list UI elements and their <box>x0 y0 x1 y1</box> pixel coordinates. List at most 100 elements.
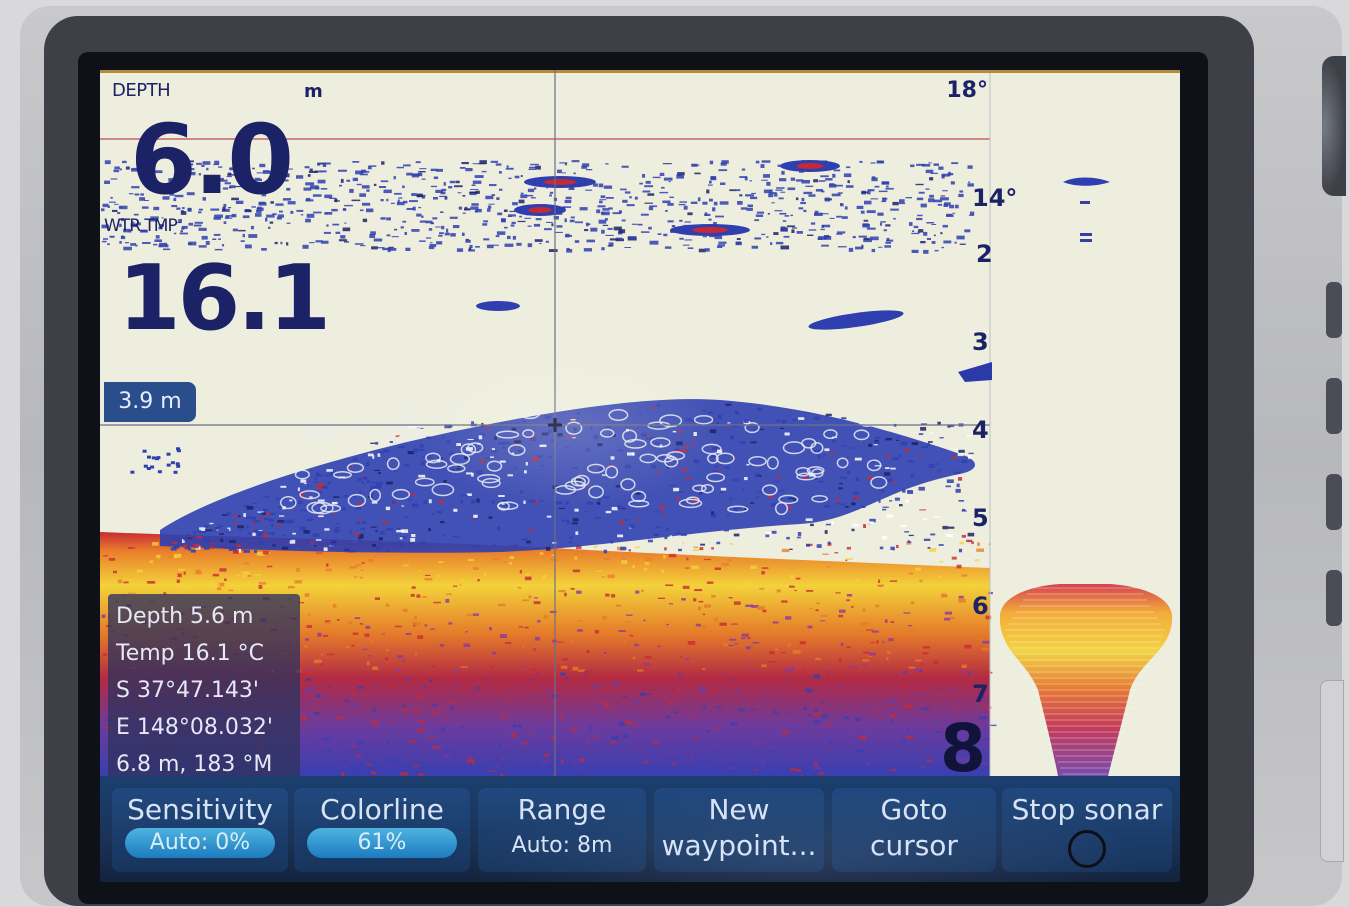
scale-mark-14: 14° <box>972 184 1018 212</box>
seabed-echo <box>100 532 990 776</box>
fish-arch-icon <box>507 444 526 457</box>
fish-arch-icon <box>588 485 604 499</box>
range-value: Auto: 8m <box>511 833 613 858</box>
fish-arch-icon <box>810 441 824 455</box>
hardware-button-1[interactable] <box>1326 282 1342 338</box>
fish-arch-icon <box>778 494 799 505</box>
sensitivity-value: Auto: 0% <box>125 828 275 858</box>
fish-arch-icon <box>795 466 811 477</box>
new-waypoint-label-2: waypoint... <box>661 829 817 862</box>
fish-arch-icon <box>460 443 477 456</box>
cursor-depth-tag[interactable]: 3.9 m <box>104 382 196 422</box>
fish-arch-icon <box>311 501 334 515</box>
fish-arch-icon <box>345 423 364 433</box>
goto-label: Goto <box>880 793 948 826</box>
fish-arch-icon <box>706 472 726 483</box>
depth-unit: m <box>304 81 323 102</box>
fish-arch-icon <box>565 421 583 435</box>
water-temp-label: WTR TMP <box>104 216 178 236</box>
scale-mark-3: 3 <box>972 328 989 356</box>
fish-arch-icon <box>707 453 719 464</box>
fish-arch-icon <box>650 437 671 448</box>
fish-arch-icon <box>700 483 715 494</box>
fish-arch-icon <box>656 454 675 463</box>
fish-arch-icon <box>806 466 825 475</box>
fish-arch-icon <box>692 484 707 493</box>
fish-arch-icon <box>570 476 586 487</box>
fish-arch-icon <box>857 414 877 427</box>
goto-cursor-softkey[interactable]: Goto cursor <box>832 788 996 872</box>
fish-arch-icon <box>866 459 882 472</box>
hardware-button-3[interactable] <box>1326 474 1342 530</box>
fish-arch-icon <box>431 483 455 497</box>
fish-arch-icon <box>608 409 629 421</box>
single-fish-echo <box>808 310 904 330</box>
fish-arch-icon <box>403 427 420 441</box>
fish-arch-icon <box>333 470 352 479</box>
fish-arch-icon <box>761 484 778 496</box>
fish-arch-icon <box>481 477 501 489</box>
colorline-value: 61% <box>307 828 457 858</box>
range-label: Range <box>517 793 607 826</box>
fish-arch-icon <box>347 493 367 508</box>
fish-arch-icon <box>384 428 403 439</box>
sensitivity-label: Sensitivity <box>127 793 273 826</box>
colorline-softkey[interactable]: Colorline 61% <box>294 788 470 872</box>
new-waypoint-softkey[interactable]: New waypoint... <box>654 788 824 872</box>
depth-value: 6.0 <box>130 104 294 216</box>
fish-arch-icon <box>622 429 638 443</box>
hardware-button-2[interactable] <box>1326 378 1342 434</box>
fish-arch-icon <box>605 465 619 479</box>
fish-arch-icon <box>727 505 749 513</box>
fish-school-echo <box>160 399 975 553</box>
fish-arch-icon <box>444 407 459 417</box>
fish-arch-icon <box>678 498 703 509</box>
fish-arch-icon <box>766 456 779 470</box>
fish-arch-icon <box>346 462 365 473</box>
range-max-value: 8 <box>940 710 986 787</box>
sensitivity-softkey[interactable]: Sensitivity Auto: 0% <box>112 788 288 872</box>
info-range-bearing: 6.8 m, 183 °M <box>116 752 273 777</box>
scale-mark-4: 4 <box>972 416 989 444</box>
sonar-cone <box>999 584 1173 776</box>
fish-arch-icon <box>744 422 760 434</box>
fish-arch-icon <box>306 426 331 437</box>
stop-sonar-softkey[interactable]: Stop sonar <box>1002 788 1172 872</box>
scale-mark-7: 7 <box>972 680 989 708</box>
fish-arch-icon <box>659 414 683 428</box>
single-fish-echo <box>476 301 520 311</box>
cursor-crosshair-icon[interactable] <box>548 418 562 432</box>
fish-arch-icon <box>620 478 636 491</box>
hardware-button-4[interactable] <box>1326 570 1342 626</box>
scale-mark-6: 6 <box>972 592 989 620</box>
fish-arch-icon <box>497 501 519 511</box>
fish-arch-icon <box>811 468 824 478</box>
fish-arch-icon <box>811 494 828 503</box>
new-waypoint-label: New <box>708 793 770 826</box>
fish-arch-icon <box>630 490 647 503</box>
fish-arch-icon <box>836 457 849 469</box>
rotary-knob[interactable] <box>1322 56 1346 196</box>
range-softkey[interactable]: Range Auto: 8m <box>478 788 646 872</box>
sonar-screen[interactable]: DEPTH m 6.0 WTR TMP 16.1 18° 14° 2 3 4 5… <box>100 70 1180 882</box>
top-temperature: 18° <box>946 78 988 103</box>
fish-arch-icon <box>396 417 414 428</box>
scale-mark-2: 2 <box>976 240 993 268</box>
fish-arch-icon <box>386 457 400 471</box>
fish-arch-icon <box>477 474 501 484</box>
fish-arch-icon <box>715 452 735 465</box>
fish-arch-icon <box>425 459 448 469</box>
sonar-stop-circle-icon <box>1068 830 1106 868</box>
fish-arch-icon <box>396 408 411 419</box>
fish-arch-icon <box>586 463 605 474</box>
info-latitude: S 37°47.143' <box>116 678 259 703</box>
fish-arch-icon <box>853 429 870 441</box>
fish-arch-icon <box>486 460 503 472</box>
fish-arch-icon <box>782 441 806 455</box>
fish-arch-icon <box>639 453 657 464</box>
fish-arch-icon <box>628 499 650 508</box>
colorline-label: Colorline <box>320 793 444 826</box>
scale-mark-5: 5 <box>972 504 989 532</box>
card-slot-cover[interactable] <box>1320 680 1344 862</box>
goto-label-2: cursor <box>870 829 958 862</box>
